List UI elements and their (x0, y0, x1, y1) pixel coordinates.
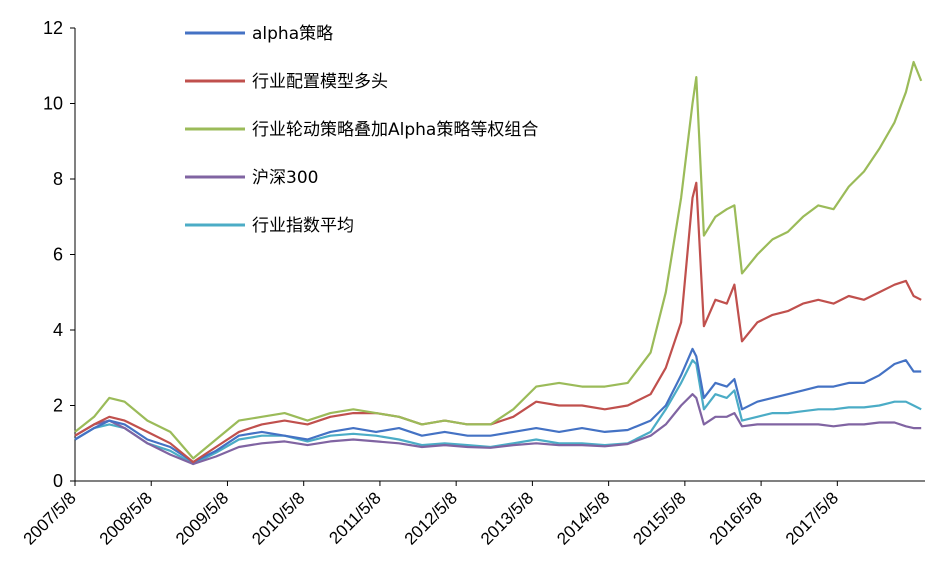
legend-label-0: alpha策略 (252, 24, 333, 44)
y-tick-label: 0 (53, 471, 63, 491)
legend-label-2: 行业轮动策略叠加Alpha策略等权组合 (252, 120, 538, 140)
x-tick-label: 2015/5/8 (629, 488, 689, 548)
y-tick-label: 4 (53, 320, 63, 340)
y-tick-label: 2 (53, 396, 63, 416)
series-line-1 (74, 181, 922, 464)
y-tick-label: 10 (43, 94, 63, 114)
series-lines (74, 60, 923, 466)
x-tick-label: 2013/5/8 (477, 488, 537, 548)
x-tick-label: 2010/5/8 (248, 488, 308, 548)
series-line-3 (74, 393, 922, 466)
y-tick-label: 12 (43, 18, 63, 38)
series-line-4 (74, 359, 922, 466)
x-tick-label: 2008/5/8 (96, 488, 156, 548)
x-tick-label: 2014/5/8 (553, 488, 613, 548)
x-tick-label: 2007/5/8 (20, 488, 80, 548)
x-tick-label: 2009/5/8 (172, 488, 232, 548)
x-tick-label: 2016/5/8 (706, 488, 766, 548)
y-axis-ticks: 0 2 4 6 8 10 12 (43, 18, 75, 491)
y-tick-label: 6 (53, 245, 63, 265)
legend-label-3: 沪深300 (252, 168, 318, 188)
x-tick-label: 2012/5/8 (401, 488, 461, 548)
x-tick-label: 2011/5/8 (325, 488, 384, 547)
x-axis-ticks: 2007/5/8 2008/5/8 2009/5/8 2010/5/8 2011/5/8… (20, 481, 842, 549)
series-line-2 (74, 60, 923, 460)
y-tick-label: 8 (53, 169, 63, 189)
legend-label-1: 行业配置模型多头 (252, 72, 388, 92)
series-line-0 (74, 347, 922, 464)
legend-label-4: 行业指数平均 (252, 216, 354, 236)
x-tick-label: 2017/5/8 (782, 488, 842, 548)
chart-axes (74, 28, 925, 482)
